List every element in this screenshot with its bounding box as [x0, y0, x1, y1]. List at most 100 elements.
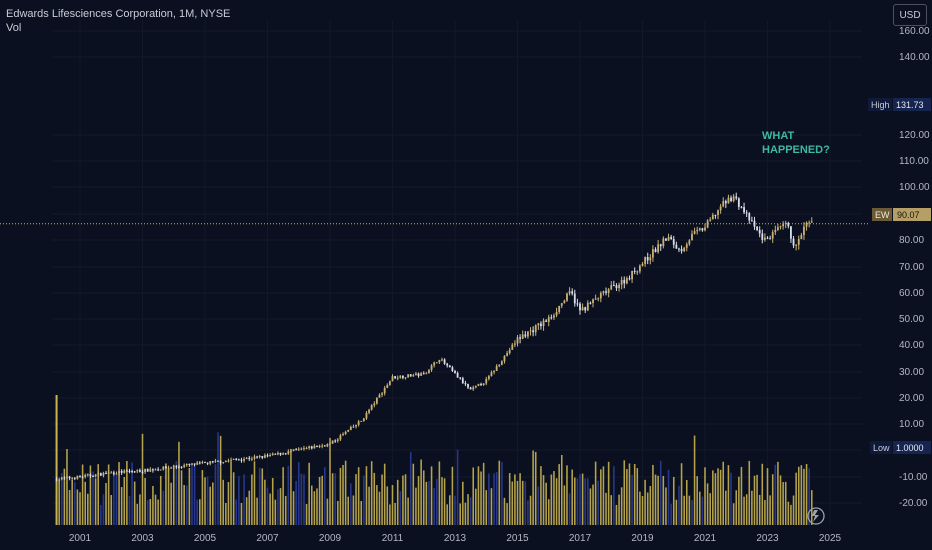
- volume-bar: [797, 466, 800, 525]
- volume-bar: [521, 480, 524, 525]
- candle-body: [183, 465, 186, 467]
- candle-body: [498, 364, 501, 367]
- volume-bar: [506, 503, 508, 525]
- volume-bar: [636, 468, 639, 525]
- volume-bar: [732, 503, 735, 525]
- volume-bar: [699, 491, 701, 525]
- volume-bar: [597, 480, 600, 525]
- volume-bar: [402, 475, 404, 525]
- volume-bar: [347, 496, 350, 525]
- volume-bar: [665, 487, 667, 525]
- candle-body: [355, 424, 357, 427]
- volume-bar: [399, 491, 402, 525]
- volume-bar: [368, 486, 370, 525]
- candle-body: [810, 221, 813, 223]
- candle-body: [763, 237, 766, 240]
- volume-bar: [589, 488, 592, 525]
- volume-bar: [764, 500, 766, 525]
- volume-bar: [159, 475, 162, 525]
- volume-bar: [284, 496, 287, 525]
- replay-icon[interactable]: [807, 507, 825, 525]
- volume-bar: [430, 466, 433, 525]
- candle-body: [357, 421, 360, 425]
- candle-body: [500, 361, 503, 365]
- candle-body: [683, 247, 686, 252]
- candle-body: [60, 477, 63, 480]
- volume-bar: [396, 479, 399, 525]
- volume-bar: [337, 501, 339, 525]
- candle-body: [740, 206, 743, 208]
- candle-body: [555, 311, 558, 316]
- candle-body: [438, 359, 441, 363]
- x-tick-label: 2007: [256, 533, 279, 544]
- candle-body: [263, 455, 266, 458]
- candle-body: [68, 476, 71, 479]
- candle-body: [326, 443, 329, 447]
- volume-bar: [204, 477, 206, 525]
- volume-bar: [251, 474, 253, 525]
- y-tick-label: 160.00: [899, 26, 930, 37]
- volume-bar: [321, 475, 323, 525]
- candle-body: [586, 302, 589, 311]
- volume-bar: [225, 503, 227, 525]
- candle-body: [409, 374, 412, 377]
- candle-body: [670, 236, 673, 240]
- currency-button[interactable]: USD: [893, 4, 927, 26]
- volume-bar: [217, 432, 219, 525]
- chart-title: Edwards Lifesciences Corporation, 1M, NY…: [6, 8, 231, 20]
- volume-bar: [180, 470, 183, 525]
- low-label: Low 1.0000: [870, 441, 931, 454]
- volume-bar: [685, 479, 688, 525]
- volume-bar: [795, 472, 797, 525]
- candle-body: [774, 229, 777, 233]
- candle-body: [141, 471, 144, 473]
- volume-bar: [623, 460, 626, 525]
- candle-body: [490, 372, 493, 377]
- volume-bar: [576, 478, 579, 525]
- candle-body: [235, 458, 238, 460]
- candle-body: [300, 448, 303, 450]
- candle-body: [636, 271, 639, 273]
- candle-body: [482, 383, 485, 385]
- volume-bar: [188, 468, 191, 525]
- x-tick-label: 2023: [756, 533, 779, 544]
- volume-bar: [412, 463, 415, 525]
- candle-body: [284, 453, 287, 455]
- candle-body: [511, 344, 514, 350]
- candle-body: [727, 197, 730, 204]
- candle-body: [732, 196, 735, 201]
- candle-body: [287, 451, 290, 454]
- volume-bar: [339, 467, 342, 525]
- volume-bar: [191, 463, 193, 525]
- volume-bar: [365, 466, 368, 525]
- candle-body: [365, 412, 368, 419]
- volume-bar: [279, 488, 282, 525]
- volume-bar: [537, 486, 540, 525]
- volume-bar: [206, 476, 209, 525]
- candle-body: [396, 377, 399, 379]
- volume-bar: [587, 478, 589, 525]
- volume-bar: [420, 459, 422, 525]
- volume-bar: [555, 478, 558, 525]
- candle-body: [172, 466, 175, 468]
- candle-body: [779, 226, 782, 228]
- volume-bar: [305, 503, 308, 525]
- candle-body: [808, 222, 811, 224]
- volume-bar: [766, 468, 769, 525]
- volume-bar: [404, 474, 407, 525]
- candle-body: [485, 378, 488, 384]
- volume-bar: [670, 503, 672, 525]
- candle-body: [388, 381, 391, 385]
- volume-bar: [360, 500, 363, 525]
- volume-bar: [644, 479, 646, 525]
- low-label-text: Low: [873, 443, 890, 453]
- candle-body: [344, 431, 347, 434]
- volume-bar: [238, 476, 240, 525]
- candle-body: [534, 325, 537, 333]
- candle-body: [769, 238, 772, 240]
- candle-body: [545, 320, 548, 322]
- volume-bar: [417, 476, 420, 525]
- y-tick-label: -20.00: [899, 498, 928, 509]
